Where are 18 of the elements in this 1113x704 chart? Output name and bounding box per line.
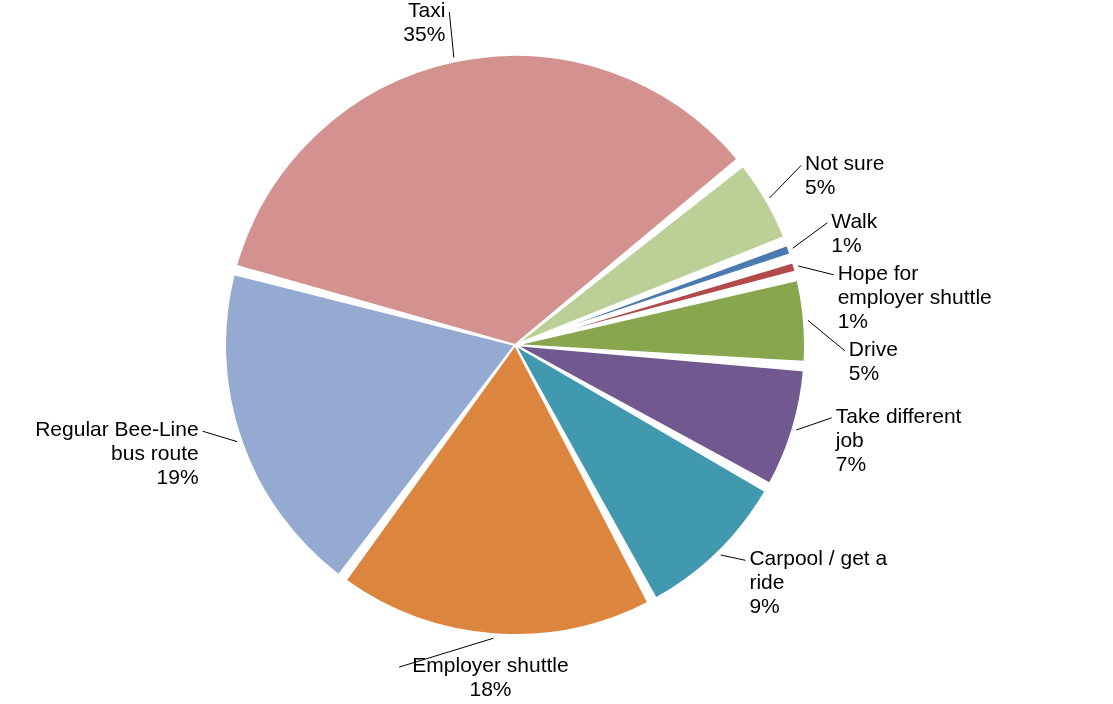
slice-label: Taxi xyxy=(407,0,446,21)
slice-label: Employer shuttle xyxy=(412,653,569,677)
slice-label: Carpool / get a ride xyxy=(749,546,888,594)
slice-label: Walk xyxy=(831,208,878,232)
data-label: 18% xyxy=(469,677,512,701)
slice-label: Take different job xyxy=(834,403,962,451)
data-label: 9% xyxy=(749,594,780,618)
slice-label: Drive xyxy=(848,336,898,360)
data-label: 5% xyxy=(805,175,836,199)
data-label: 19% xyxy=(156,465,199,489)
data-label: 35% xyxy=(403,22,446,45)
data-label: 1% xyxy=(837,308,869,332)
slice-label: Regular Bee-Line bus route xyxy=(35,417,199,465)
data-label: 7% xyxy=(835,451,867,475)
slice-label: Not sure xyxy=(805,151,885,175)
slice-label: Hope for employer shuttle xyxy=(837,260,992,308)
data-label: 5% xyxy=(848,360,880,384)
data-label: 1% xyxy=(831,232,862,256)
